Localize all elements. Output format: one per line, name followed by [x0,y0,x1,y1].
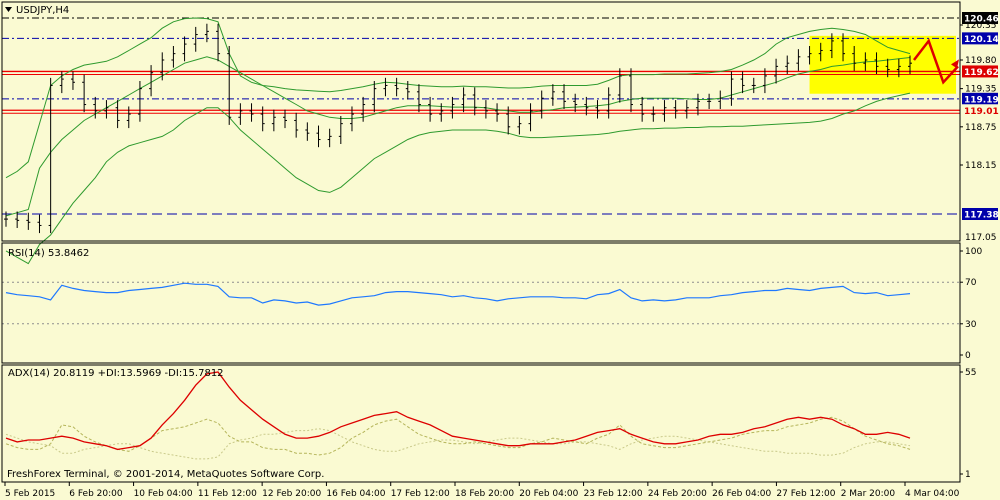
time-tick-label: 11 Feb 12:00 [198,489,257,499]
time-tick-label: 4 Mar 04:00 [905,489,960,499]
rsi-tick-label: 100 [965,247,982,257]
time-tick-label: 12 Feb 20:00 [262,489,321,499]
level-tag-label-5: 117.38 [964,211,999,221]
level-tag-label-1: 120.14 [964,35,999,45]
level-tag-label-3: 119.19 [964,95,999,105]
price-axis-min-label: 117.05 [965,233,997,243]
time-tick-label: 20 Feb 04:00 [519,489,578,499]
time-tick-label: 6 Feb 20:00 [69,489,123,499]
level-tag-label-0: 120.46 [964,15,999,25]
rsi-tick-label: 0 [965,351,971,361]
main-pane-frame [1,1,961,242]
di-minus-line [5,428,911,460]
adx-line [5,371,911,451]
time-tick-label: 24 Feb 20:00 [648,489,707,499]
level-tag-2 [962,65,998,78]
bollinger-lower [5,92,911,265]
price-pane-title: USDJPY,H4 [16,5,69,16]
time-tick-label: 2 Mar 20:00 [841,489,896,499]
price-tick-label: 120.35 [965,21,997,31]
level-tag-4 [962,104,998,117]
projection-line [913,38,959,85]
adx-pane[interactable]: 1 55 [5,368,976,480]
price-tick-label: 118.75 [965,123,997,133]
time-tick-label: 18 Feb 20:00 [455,489,514,499]
level-tag-label-2: 119.62 [964,68,999,78]
level-tag-1 [962,32,998,45]
price-tick-label: 119.80 [965,56,997,66]
rsi-tick-label: 70 [965,278,977,288]
adx-tick-label: 1 [965,470,971,480]
adx-pane-title: ADX(14) 20.8119 +DI:13.5969 -DI:15.7812 [8,368,224,379]
time-tick-label: 5 Feb 2015 [5,489,55,499]
time-tick-label: 17 Feb 12:00 [391,489,450,499]
price-tick-label: 119.35 [965,85,997,95]
projection-arrow-icon [951,59,959,69]
rsi-tick-label: 30 [965,320,977,330]
price-tick-label: 118.15 [965,161,997,171]
level-tag-0 [962,12,998,24]
adx-tick-label: 55 [965,368,976,378]
triangle-down-icon[interactable] [5,7,12,12]
level-tag-label-4: 119.01 [964,107,999,117]
copyright-text: FreshForex Terminal, © 2001-2014, MetaQu… [7,469,324,480]
rsi-pane-title: RSI(14) 53.8462 [8,248,89,259]
level-tag-5 [962,208,998,220]
rsi-pane-frame [1,242,961,364]
price-pane[interactable]: 118.15 118.75 119.35 119.80 120.35 117.05 120.… [2,12,999,265]
time-tick-label: 16 Feb 04:00 [326,489,385,499]
rsi-pane[interactable]: 0 30 70 100 [2,247,982,361]
adx-pane-frame [1,364,961,483]
level-tag-3 [962,92,998,105]
time-tick-label: 10 Feb 04:00 [134,489,193,499]
time-tick-label: 26 Feb 04:00 [712,489,771,499]
bollinger-upper [5,17,911,179]
bollinger-middle [5,56,911,217]
rsi-line [5,282,911,306]
time-tick-label: 23 Feb 12:00 [584,489,643,499]
time-tick-label: 27 Feb 12:00 [776,489,835,499]
time-axis: 5 Feb 2015 6 Feb 20:00 10 Feb 04:00 11 Feb … [4,482,960,499]
